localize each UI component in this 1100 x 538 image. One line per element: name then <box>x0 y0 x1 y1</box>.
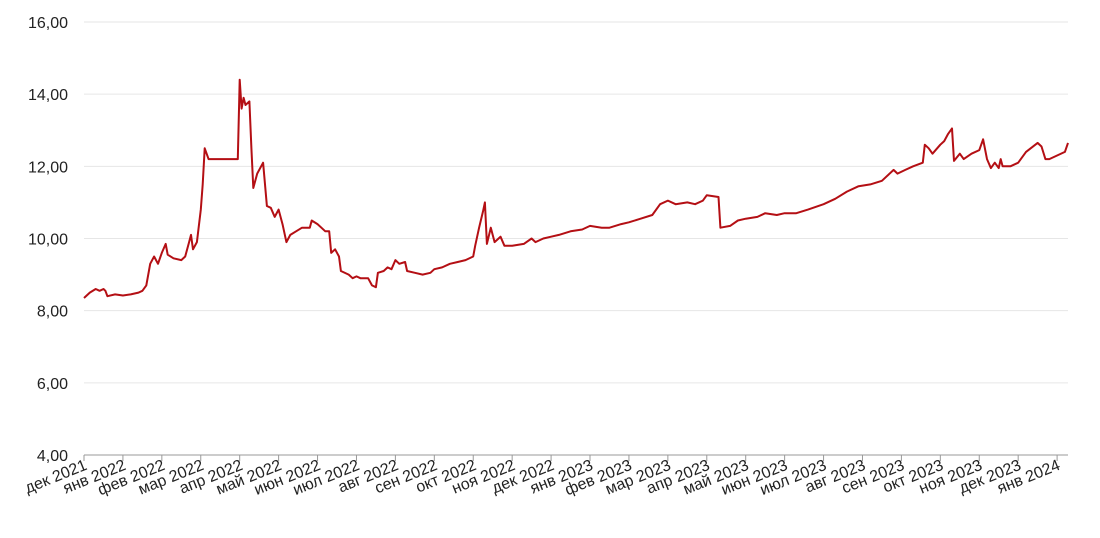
y-tick-label: 8,00 <box>37 304 68 321</box>
line <box>83 78 1069 299</box>
y-tick-label: 4,00 <box>37 448 68 465</box>
y-tick-label: 16,00 <box>28 15 68 32</box>
y-tick-label: 14,00 <box>28 87 68 104</box>
y-tick-label: 6,00 <box>37 376 68 393</box>
y-tick-label: 10,00 <box>28 232 68 249</box>
y-tick-label: 12,00 <box>28 159 68 176</box>
